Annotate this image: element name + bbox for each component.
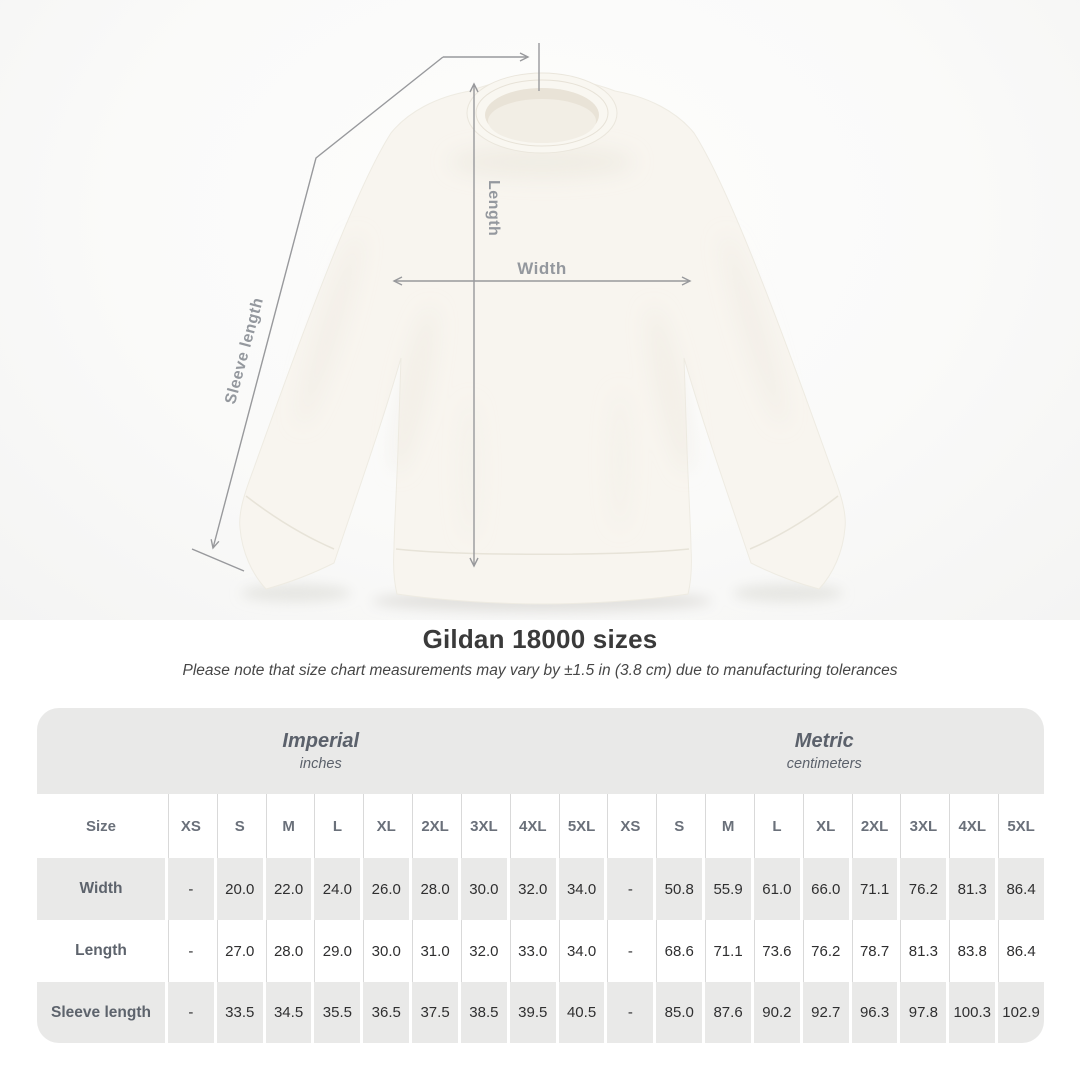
col-header-m: M: [262, 794, 312, 858]
tolerance-note: Please note that size chart measurements…: [182, 662, 898, 679]
measurement-lines: [191, 43, 692, 572]
table-cell: -: [165, 982, 214, 1043]
table-cell: 81.3: [897, 920, 947, 982]
table-cell: 22.0: [262, 858, 312, 920]
metric-header: Metric centimeters: [604, 708, 1044, 794]
table-cell: 30.0: [360, 920, 410, 982]
table-cell: 33.5: [213, 982, 263, 1043]
table-cell: 26.0: [360, 858, 410, 920]
table-cell: 86.4: [995, 858, 1044, 920]
table-cell: 81.3: [946, 858, 996, 920]
table-cell: 32.0: [506, 858, 556, 920]
table-cell: 87.6: [702, 982, 751, 1043]
row-label: Width: [37, 858, 165, 920]
col-header-4xl: 4XL: [506, 794, 556, 858]
col-header-2xl: 2XL: [409, 794, 458, 858]
col-header-m: M: [702, 794, 751, 858]
table-cell: 90.2: [750, 982, 800, 1043]
collar-graphic: [466, 72, 618, 154]
table-cell: 66.0: [799, 858, 849, 920]
table-cell: 102.9: [995, 982, 1044, 1043]
table-cell: 76.2: [897, 858, 947, 920]
table-cell: 96.3: [848, 982, 898, 1043]
table-cell: 37.5: [409, 982, 458, 1043]
col-header-5xl: 5XL: [995, 794, 1044, 858]
table-cell: 32.0: [457, 920, 507, 982]
table-cell: 40.5: [555, 982, 605, 1043]
table-cell: 29.0: [311, 920, 361, 982]
page-title: Gildan 18000 sizes: [422, 624, 658, 654]
col-header-2xl: 2XL: [848, 794, 898, 858]
product-photo: Length Width Sleeve length: [0, 0, 1080, 620]
table-cell: 28.0: [262, 920, 312, 982]
row-label: Length: [75, 942, 127, 959]
col-header-xs: XS: [165, 794, 214, 858]
table-cell: 83.8: [946, 920, 996, 982]
table-cell: -: [604, 858, 654, 920]
col-header-s: S: [653, 794, 703, 858]
seam-lines: [245, 495, 839, 555]
col-header-l: L: [750, 794, 800, 858]
table-cell: 24.0: [311, 858, 361, 920]
length-label: Length: [485, 180, 502, 236]
col-header-3xl: 3XL: [897, 794, 947, 858]
imperial-title: Imperial: [282, 730, 360, 752]
col-header-3xl: 3XL: [457, 794, 507, 858]
table-cell: 27.0: [213, 920, 263, 982]
sleeve-length-label: Sleeve length: [222, 296, 267, 406]
table-cell: 71.1: [702, 920, 751, 982]
col-header-5xl: 5XL: [555, 794, 605, 858]
metric-unit: centimeters: [786, 756, 862, 772]
table-cell: 34.0: [555, 858, 605, 920]
table-cell: 38.5: [457, 982, 507, 1043]
table-cell: -: [604, 982, 654, 1043]
table-cell: 71.1: [848, 858, 898, 920]
col-header-xl: XL: [799, 794, 849, 858]
table-cell: 31.0: [409, 920, 458, 982]
row-label: Sleeve length: [37, 982, 165, 1043]
col-header-xs: XS: [604, 794, 654, 858]
table-cell: 61.0: [750, 858, 800, 920]
table-cell: 34.5: [262, 982, 312, 1043]
table-cell: 33.0: [506, 920, 556, 982]
col-header-s: S: [213, 794, 263, 858]
metric-title: Metric: [794, 730, 854, 752]
table-cell: 86.4: [995, 920, 1044, 982]
table-cell: 73.6: [750, 920, 800, 982]
table-cell: 28.0: [409, 858, 458, 920]
table-cell: 100.3: [946, 982, 996, 1043]
size-row-label: Size: [85, 817, 116, 835]
table-cell: 78.7: [848, 920, 898, 982]
table-cell: 34.0: [555, 920, 605, 982]
sweatshirt-diagram: Length Width Sleeve length: [191, 43, 846, 612]
col-header-l: L: [311, 794, 361, 858]
table-cell: 39.5: [506, 982, 556, 1043]
col-header-4xl: 4XL: [946, 794, 996, 858]
title-block: Gildan 18000 sizes Please note that size…: [0, 624, 1080, 680]
table-cell: 92.7: [799, 982, 849, 1043]
sweatshirt-graphic: [239, 76, 846, 605]
table-cell: 76.2: [799, 920, 849, 982]
imperial-unit: inches: [299, 756, 342, 772]
table-cell: -: [165, 858, 214, 920]
table-cell: -: [165, 920, 214, 982]
table-cell: 20.0: [213, 858, 263, 920]
width-label: Width: [517, 259, 567, 278]
table-cell: 85.0: [653, 982, 703, 1043]
table-cell: 55.9: [702, 858, 751, 920]
table-cell: 97.8: [897, 982, 947, 1043]
table-cell: 30.0: [457, 858, 507, 920]
table-cell: 36.5: [360, 982, 410, 1043]
imperial-header: Imperial inches: [37, 708, 605, 794]
col-header-xl: XL: [360, 794, 410, 858]
table-cell: 35.5: [311, 982, 361, 1043]
size-chart-table: Imperial inches Metric centimeters Size …: [37, 708, 1044, 1043]
table-cell: -: [604, 920, 654, 982]
table-cell: 50.8: [653, 858, 703, 920]
table-cell: 68.6: [653, 920, 703, 982]
